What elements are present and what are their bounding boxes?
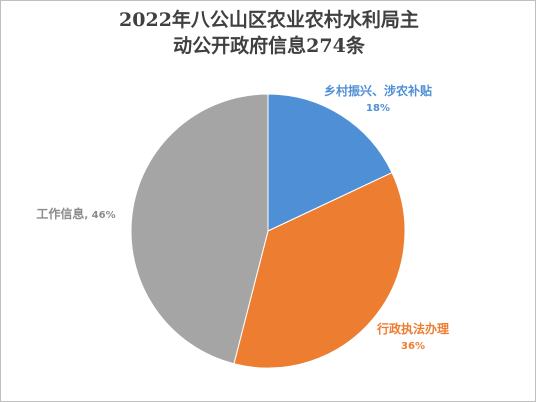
pie-slice <box>233 172 406 369</box>
value-label: 46% <box>91 210 116 221</box>
data-label: 行政执法办理 36% <box>353 321 473 355</box>
value-label: 18% <box>366 103 390 114</box>
category-label: 工作信息 <box>36 207 85 221</box>
category-label: 乡村振兴、涉农补贴 <box>323 84 432 98</box>
pie-slice <box>267 93 393 232</box>
data-label: 乡村振兴、涉农补贴 18% <box>319 83 437 117</box>
pie-slice <box>130 93 269 365</box>
chart-title: 2022年八公山区农业农村水利局主动公开政府信息274条 <box>119 9 419 57</box>
data-label: 工作信息, 46% <box>21 206 131 224</box>
value-label: 36% <box>401 341 425 352</box>
category-label: 行政执法办理 <box>376 322 449 336</box>
label-separator: , <box>84 210 92 221</box>
